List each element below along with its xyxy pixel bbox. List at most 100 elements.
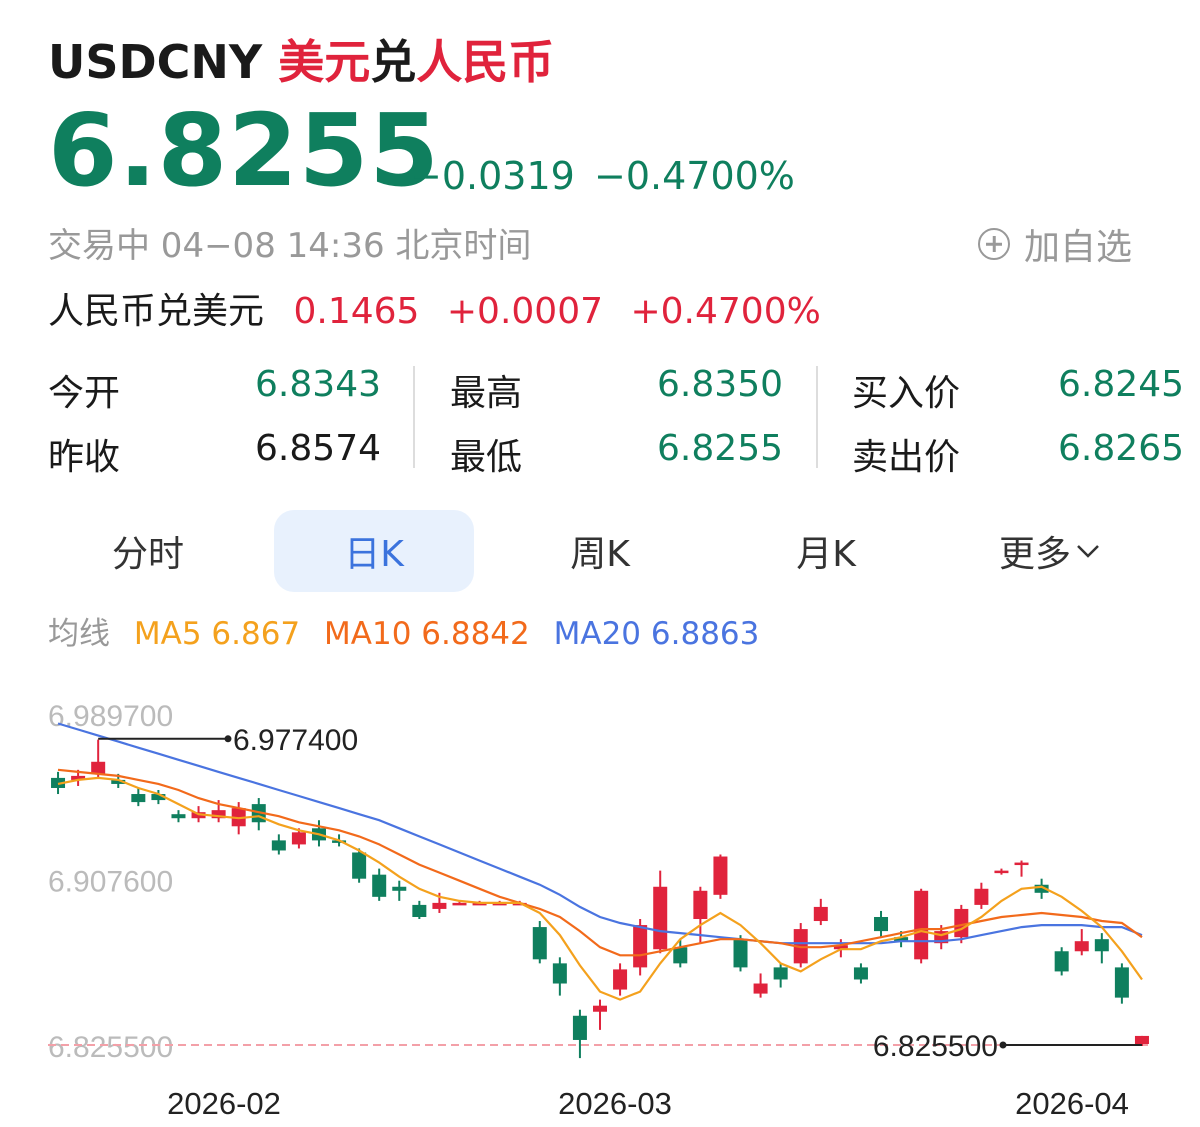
- candle-body: [352, 852, 367, 879]
- open-label: 今开: [48, 373, 121, 414]
- candle-body: [91, 761, 106, 774]
- ma5-label: MA5: [133, 616, 202, 652]
- ma10-label: MA10: [324, 616, 412, 652]
- candle-body: [412, 904, 427, 917]
- inverse-change: +0.0007: [446, 291, 604, 332]
- candle-body: [613, 969, 628, 990]
- tab-more[interactable]: 更多: [950, 510, 1150, 592]
- current-price: 6.8255: [48, 92, 440, 209]
- candle-body: [1054, 951, 1069, 972]
- tab-monthly-k[interactable]: 月K: [726, 510, 926, 592]
- candle-body: [492, 902, 507, 906]
- candle-body: [332, 840, 347, 843]
- price-change: −0.0319: [410, 154, 575, 198]
- inverse-price: 0.1465: [293, 291, 420, 332]
- candle-body: [894, 937, 909, 942]
- inverse-change-pct: +0.4700%: [630, 291, 821, 332]
- candle-body: [472, 902, 487, 906]
- candle-body: [151, 794, 166, 801]
- prev-close-value: 6.8574: [255, 428, 381, 469]
- page-title: USDCNY 美元兑人民币: [48, 26, 554, 92]
- ma20-value: 6.8863: [650, 616, 760, 652]
- chevron-down-icon: [1077, 545, 1099, 558]
- tab-label: 周K: [570, 534, 630, 575]
- candle-body: [753, 983, 768, 994]
- pair-name-quote: 人民币: [416, 35, 555, 89]
- candle-body: [131, 794, 146, 803]
- candle-body: [271, 840, 286, 851]
- prev-close-label: 昨收: [48, 437, 121, 478]
- plus-circle-icon: [978, 228, 1010, 260]
- candle-body: [653, 886, 668, 950]
- ask-value: 6.8265: [1058, 428, 1184, 469]
- candle-body: [432, 902, 447, 909]
- pair-name-connector: 兑: [370, 35, 417, 89]
- high-value: 6.8350: [657, 364, 783, 405]
- low-value: 6.8255: [657, 428, 783, 469]
- candle-body: [1134, 1035, 1149, 1044]
- tab-label: 日K: [344, 534, 404, 575]
- candle-body: [1034, 884, 1049, 893]
- tab-daily-k[interactable]: 日K: [274, 510, 474, 592]
- candle-body: [994, 870, 1009, 874]
- candle-body: [71, 775, 86, 780]
- ma20-line: [57, 722, 1143, 945]
- high-marker-label: 6.977400: [233, 724, 358, 757]
- candle-body: [833, 945, 848, 950]
- candle-body: [874, 916, 889, 932]
- ma10-value: 6.8842: [421, 616, 530, 652]
- y-axis-label: 6.825500: [48, 1031, 173, 1064]
- ma5-line: [57, 776, 1143, 1001]
- candle-body: [974, 888, 989, 905]
- stats-divider: [413, 366, 415, 468]
- candle-body: [693, 890, 708, 920]
- candle-body: [593, 1005, 607, 1012]
- pair-name-base: 美元: [278, 35, 371, 89]
- candle-body: [713, 856, 728, 895]
- candle-body: [552, 963, 567, 984]
- y-axis-label: 6.907600: [48, 866, 173, 899]
- trading-status: 交易中 04−08 14:36 北京时间: [48, 226, 532, 266]
- candle-body: [673, 947, 688, 964]
- x-axis-label: 2026-03: [558, 1086, 672, 1121]
- candle-body: [733, 939, 748, 968]
- tab-weekly-k[interactable]: 周K: [500, 510, 700, 592]
- candle-body: [914, 890, 929, 960]
- candle-body: [211, 810, 226, 819]
- candle-body: [291, 832, 306, 845]
- inverse-pair-label: 人民币兑美元: [48, 291, 265, 332]
- candle-body: [372, 874, 387, 897]
- high-label: 最高: [450, 373, 523, 414]
- candle-body: [1074, 941, 1089, 952]
- tab-label: 分时: [111, 534, 184, 575]
- candle-body: [171, 814, 186, 819]
- candlestick-chart[interactable]: 6.989700 6.907600 6.825500 6.977400 6.825500…: [0, 690, 1200, 1127]
- ma-legend: 均线 MA5 6.867 MA10 6.8842 MA20 6.8863: [48, 608, 773, 653]
- symbol-code: USDCNY: [48, 35, 263, 89]
- ma-title: 均线: [48, 616, 110, 652]
- bid-label: 买入价: [852, 373, 961, 414]
- x-axis-label: 2026-04: [1015, 1086, 1129, 1121]
- candle-body: [532, 927, 547, 960]
- candle-body: [111, 779, 126, 784]
- stats-divider: [816, 366, 818, 468]
- watchlist-label: 加自选: [1024, 227, 1133, 268]
- ma10-line: [57, 768, 1143, 957]
- open-value: 6.8343: [255, 364, 381, 405]
- candle-body: [813, 906, 828, 922]
- tab-label: 更多: [998, 534, 1071, 575]
- y-axis-label: 6.989700: [48, 700, 173, 733]
- ma5-value: 6.867: [211, 616, 301, 652]
- low-marker-label: 6.825500: [873, 1030, 998, 1063]
- tab-intraday[interactable]: 分时: [48, 510, 248, 592]
- ma20-label: MA20: [553, 616, 642, 652]
- candle-body: [1094, 939, 1109, 952]
- x-axis-label: 2026-02: [167, 1086, 281, 1121]
- candle-body: [1114, 967, 1129, 998]
- tab-label: 月K: [796, 534, 856, 575]
- candle-body: [773, 967, 788, 980]
- candle-body: [1014, 862, 1029, 866]
- add-to-watchlist-button[interactable]: 加自选: [978, 218, 1132, 270]
- low-label: 最低: [450, 437, 523, 478]
- price-change-pct: −0.4700%: [594, 154, 795, 198]
